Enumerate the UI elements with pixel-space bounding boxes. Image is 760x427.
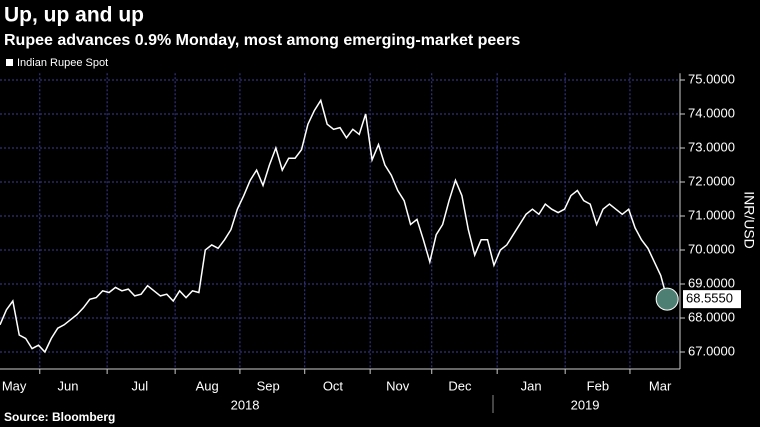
legend-label: Indian Rupee Spot [17, 57, 108, 69]
last-label-box [683, 290, 741, 309]
y-axis-label: INR/USD [741, 191, 757, 249]
x-tick-label: Dec [448, 378, 472, 393]
source: Source: Bloomberg [4, 410, 115, 424]
chart-subtitle: Rupee advances 0.9% Monday, most among e… [4, 32, 520, 49]
x-tick-label: Aug [196, 378, 219, 393]
y-tick-label: 73.0000 [688, 139, 735, 154]
year-label: 2019 [571, 397, 600, 412]
last-point [655, 287, 679, 311]
x-tick-label: Mar [649, 378, 672, 393]
x-tick-label: Jul [132, 378, 149, 393]
last-label: 68.5550 [686, 291, 733, 306]
x-tick-label: Jan [521, 378, 542, 393]
chart-title: Up, up and up [4, 4, 144, 27]
y-tick-label: 67.0000 [688, 343, 735, 358]
x-tick-label: Sep [257, 378, 280, 393]
y-tick-label: 70.0000 [688, 241, 735, 256]
x-tick-label: Jun [58, 378, 79, 393]
y-tick-label: 75.0000 [688, 71, 735, 86]
line-series [0, 98, 668, 354]
x-tick-label: Oct [323, 378, 344, 393]
y-tick-label: 72.0000 [688, 173, 735, 188]
year-label: 2018 [231, 397, 260, 412]
y-tick-label: 71.0000 [688, 207, 735, 222]
legend-swatch [6, 59, 13, 66]
y-tick-label: 68.0000 [688, 309, 735, 324]
x-tick-label: Nov [386, 378, 410, 393]
y-tick-label: 69.0000 [688, 275, 735, 290]
x-tick-label: May [2, 378, 27, 393]
x-tick-label: Feb [587, 378, 609, 393]
y-tick-label: 74.0000 [688, 105, 735, 120]
